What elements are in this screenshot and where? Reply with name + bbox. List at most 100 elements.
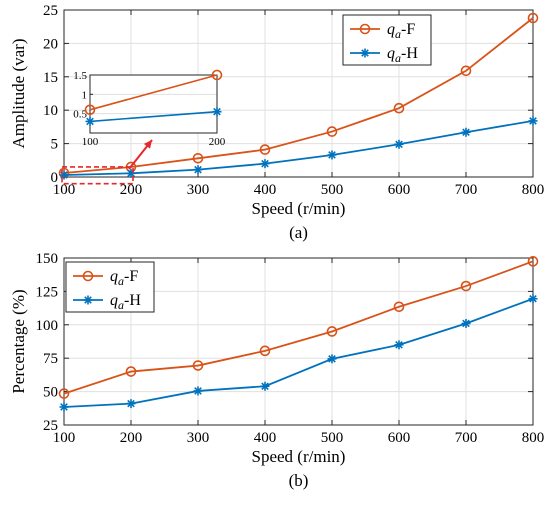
y-axis-label: Percentage (%) [9, 289, 28, 393]
y-tick-label: 15 [43, 70, 58, 86]
y-tick-label: 25 [43, 3, 58, 19]
y-tick-label: 50 [43, 385, 58, 401]
marker-stroke [60, 403, 68, 411]
x-tick-label: 600 [388, 430, 411, 446]
x-tick-label: 300 [187, 430, 210, 446]
legend-marker [82, 270, 94, 282]
inset-series-line [89, 74, 218, 111]
data-point [260, 159, 270, 169]
y-tick-label: 0 [51, 170, 59, 186]
legend-label-sub: a [395, 27, 401, 41]
legend-box [342, 14, 432, 66]
inset-y-tick-label: 1.5 [73, 70, 87, 82]
marker-stroke [60, 171, 68, 179]
chart-b: 100 200 300 400 500 600 700 800 25 50 75 100 125 150 S… [9, 251, 544, 490]
x-tick-label: 400 [254, 182, 277, 198]
inset-x-tick-label: 100 [82, 136, 99, 148]
data-point [327, 150, 337, 160]
legend-label-suffix: -H [401, 45, 418, 62]
data-point [259, 144, 271, 155]
marker-stroke [395, 341, 403, 349]
data-point [326, 326, 338, 337]
data-point [58, 388, 70, 399]
arrow-head [143, 140, 152, 149]
inset-series-line [89, 110, 218, 123]
chart-a: 100 200 300 400 500 600 700 800 0 5 10 15 20 25 Speed … [9, 3, 544, 242]
inset-border [89, 74, 218, 134]
y-tick-label: 25 [43, 418, 58, 434]
data-point [460, 280, 472, 292]
marker-stroke [84, 296, 92, 304]
inset-chart: 0.5 1 1.5 100 200 [73, 69, 226, 148]
marker-stroke [395, 140, 403, 149]
data-point [59, 402, 69, 412]
y-tick-label: 10 [43, 103, 58, 119]
y-tick-label: 150 [36, 251, 59, 267]
data-point [193, 165, 203, 175]
inset-x-tick-label: 200 [209, 136, 226, 148]
x-tick-label: 600 [388, 182, 411, 198]
legend-label-suffix: -F [401, 21, 415, 38]
series-line [63, 297, 534, 408]
data-point [460, 65, 472, 77]
marker-stroke [86, 117, 94, 126]
legend-label: qa-F [110, 268, 138, 288]
inset-data-point [84, 104, 96, 116]
legend-label-main: q [387, 45, 395, 62]
data-point [527, 12, 539, 24]
marker-stroke [462, 128, 470, 137]
legend-label-sub: a [118, 298, 124, 312]
x-tick-label: 300 [187, 182, 210, 198]
legend-label-sub: a [118, 274, 124, 288]
marker-stroke [328, 355, 336, 363]
marker-stroke [529, 294, 537, 303]
x-tick-label: 100 [53, 430, 76, 446]
data-point [192, 152, 204, 164]
series-line [63, 17, 534, 174]
data-point [327, 354, 337, 364]
x-tick-label: 700 [455, 430, 478, 446]
y-tick-label: 125 [36, 284, 59, 300]
data-point [393, 102, 405, 114]
data-point [125, 366, 137, 377]
plot-frame [63, 9, 534, 178]
legend-label-sub: a [395, 51, 401, 65]
data-point [393, 301, 405, 313]
zoom-arrow [128, 139, 153, 170]
legend-label-suffix: -F [124, 268, 138, 285]
marker-stroke [462, 319, 470, 328]
data-point [528, 116, 538, 126]
data-point [192, 360, 204, 371]
ticks: 100 200 300 400 500 600 700 800 0 5 10 15 20 25 [43, 3, 544, 198]
legend-label-main: q [110, 268, 118, 285]
data-point [527, 256, 539, 267]
x-tick-label: 200 [120, 182, 143, 198]
y-tick-label: 75 [43, 351, 58, 367]
data-point [260, 381, 270, 391]
x-tick-label: 700 [455, 182, 478, 198]
legend-marker [83, 295, 93, 305]
marker-stroke [529, 117, 537, 125]
x-tick-label: 400 [254, 430, 277, 446]
inset-y-tick-label: 0.5 [73, 109, 87, 121]
inset-data-point [85, 116, 95, 126]
data-point [126, 399, 136, 409]
data-point [394, 139, 404, 149]
series-qa-h [59, 294, 538, 412]
marker-stroke [194, 387, 202, 395]
x-tick-label: 200 [120, 430, 143, 446]
zoom-region-box [61, 166, 134, 185]
legend: qa-Fqa-H [65, 261, 155, 313]
legend-box [65, 261, 155, 313]
marker-stroke [213, 107, 221, 116]
data-point [528, 294, 538, 304]
y-tick-label: 5 [51, 137, 59, 153]
data-point [326, 126, 338, 137]
data-point [193, 386, 203, 396]
y-tick-label: 100 [36, 318, 59, 334]
x-tick-label: 800 [522, 182, 545, 198]
marker-stroke [127, 399, 135, 408]
data-point [394, 340, 404, 350]
x-tick-label: 500 [321, 182, 344, 198]
